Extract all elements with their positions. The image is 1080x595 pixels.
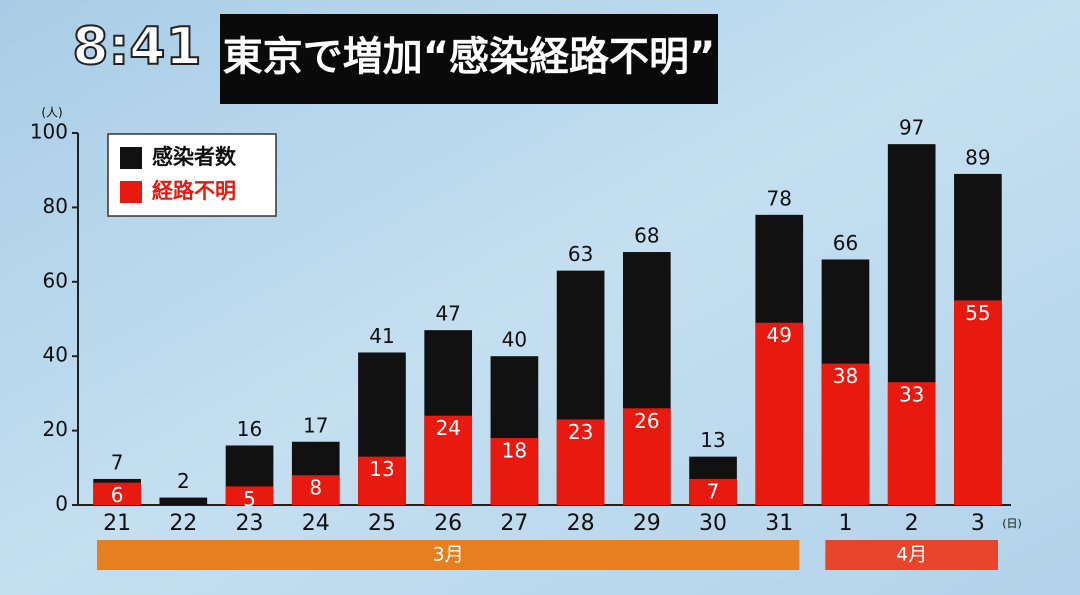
value-label: 23 bbox=[568, 420, 593, 444]
x-unit: (日) bbox=[1002, 517, 1022, 530]
x-tick-label: 27 bbox=[500, 511, 528, 536]
y-tick-label: 20 bbox=[43, 417, 68, 441]
bar bbox=[689, 478, 737, 505]
x-tick-label: 29 bbox=[633, 511, 661, 536]
x-tick-label: 28 bbox=[567, 511, 595, 536]
value-label: 66 bbox=[833, 231, 858, 255]
x-tick-label: 3 bbox=[971, 511, 985, 536]
x-tick-label: 1 bbox=[838, 511, 852, 536]
bar bbox=[887, 382, 936, 505]
value-label: 7 bbox=[111, 450, 124, 474]
value-label: 13 bbox=[369, 457, 394, 481]
bar bbox=[291, 475, 340, 505]
x-tick-label: 30 bbox=[699, 511, 727, 536]
bar bbox=[225, 486, 274, 505]
value-label: 68 bbox=[634, 224, 659, 248]
value-label: 26 bbox=[634, 409, 659, 433]
bar bbox=[556, 419, 605, 505]
bar bbox=[954, 300, 1002, 505]
y-tick-label: 40 bbox=[43, 343, 68, 367]
value-label: 17 bbox=[303, 413, 328, 437]
value-label: 78 bbox=[767, 186, 792, 210]
x-tick-label: 21 bbox=[103, 511, 131, 536]
chart-title: 東京で増加“感染経路不明” bbox=[223, 34, 716, 80]
bar bbox=[358, 456, 406, 505]
value-label: 33 bbox=[899, 383, 924, 407]
value-label: 55 bbox=[965, 301, 990, 325]
title-box bbox=[220, 14, 718, 104]
value-label: 24 bbox=[435, 416, 460, 440]
value-label: 40 bbox=[502, 328, 527, 352]
x-tick-label: 2 bbox=[905, 511, 919, 536]
month-band bbox=[825, 540, 998, 570]
value-label: 38 bbox=[833, 364, 858, 388]
y-unit: (人) bbox=[41, 106, 62, 120]
value-label: 47 bbox=[435, 302, 460, 326]
bar bbox=[490, 438, 539, 505]
y-tick-label: 100 bbox=[30, 120, 68, 144]
value-label: 41 bbox=[369, 324, 394, 348]
legend-swatch bbox=[120, 181, 142, 203]
x-tick-label: 23 bbox=[236, 511, 264, 536]
y-tick-label: 60 bbox=[43, 268, 68, 292]
legend-label: 感染者数 bbox=[152, 145, 237, 169]
bar bbox=[93, 482, 141, 505]
value-label: 89 bbox=[965, 145, 990, 169]
legend-label: 経路不明 bbox=[152, 179, 236, 203]
month-band bbox=[97, 540, 800, 570]
value-label: 6 bbox=[111, 483, 124, 507]
value-label: 97 bbox=[899, 116, 924, 140]
x-tick-label: 31 bbox=[765, 511, 793, 536]
month-label: 3月 bbox=[433, 544, 464, 566]
x-tick-label: 22 bbox=[169, 511, 197, 536]
y-tick-label: 80 bbox=[43, 194, 68, 218]
month-label: 4月 bbox=[896, 544, 927, 566]
value-label: 49 bbox=[767, 323, 792, 347]
value-label: 5 bbox=[243, 487, 256, 511]
bar bbox=[821, 363, 870, 505]
clock: 8:41 bbox=[72, 17, 201, 77]
bar bbox=[755, 322, 804, 505]
legend-swatch bbox=[120, 147, 142, 169]
value-label: 8 bbox=[309, 476, 322, 500]
y-tick-label: 0 bbox=[55, 492, 68, 516]
value-label: 63 bbox=[568, 242, 593, 266]
bar bbox=[424, 415, 473, 505]
x-tick-label: 25 bbox=[368, 511, 396, 536]
x-tick-label: 24 bbox=[302, 511, 330, 536]
value-label: 13 bbox=[700, 428, 725, 452]
bar bbox=[622, 408, 671, 505]
value-label: 2 bbox=[177, 469, 190, 493]
x-tick-label: 26 bbox=[434, 511, 462, 536]
value-label: 7 bbox=[707, 479, 720, 503]
bar bbox=[159, 497, 208, 505]
value-label: 16 bbox=[237, 417, 262, 441]
value-label: 18 bbox=[502, 439, 527, 463]
